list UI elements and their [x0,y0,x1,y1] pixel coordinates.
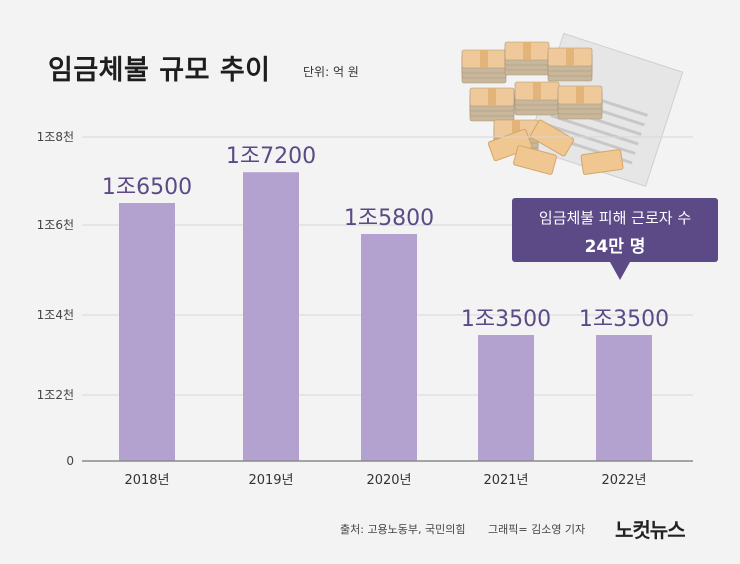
x-tick-label: 2018년 [124,473,169,488]
bar [478,335,534,461]
affected-workers-callout: 임금체불 피해 근로자 수 24만 명 [512,198,718,280]
bar [596,335,652,461]
x-tick-label: 2019년 [248,473,293,488]
y-tick-label: 1조2천 [37,387,74,402]
source-text: 출처: 고용노동부, 국민의힘 [340,523,466,536]
chart-title: 임금체불 규모 추이 [48,55,271,86]
x-tick-label: 2022년 [601,473,646,488]
bar-data-label: 1조6500 [102,175,192,200]
money-bundles-and-wage-document-icon [461,32,684,187]
bar-data-label: 1조3500 [579,307,669,332]
unit-label: 단위: 억 원 [303,65,359,79]
bar [119,203,175,461]
bar-data-label: 1조5800 [344,206,434,231]
publisher-logo: 노컷뉴스 [615,518,686,542]
graphic-credit: 그래픽= 김소영 기자 [488,523,586,536]
callout-label: 임금체불 피해 근로자 수 [538,209,692,227]
callout-value: 24만 명 [584,237,646,257]
bar-data-label: 1조3500 [461,307,551,332]
x-tick-label: 2021년 [483,473,528,488]
y-tick-label: 1조4천 [37,307,74,322]
y-tick-label: 1조6천 [37,217,74,232]
bar [243,172,299,461]
y-tick-label: 0 [66,454,74,468]
bar [361,234,417,461]
bar-data-label: 1조7200 [226,144,316,169]
x-tick-label: 2020년 [366,473,411,488]
y-tick-label: 1조8천 [37,129,74,144]
